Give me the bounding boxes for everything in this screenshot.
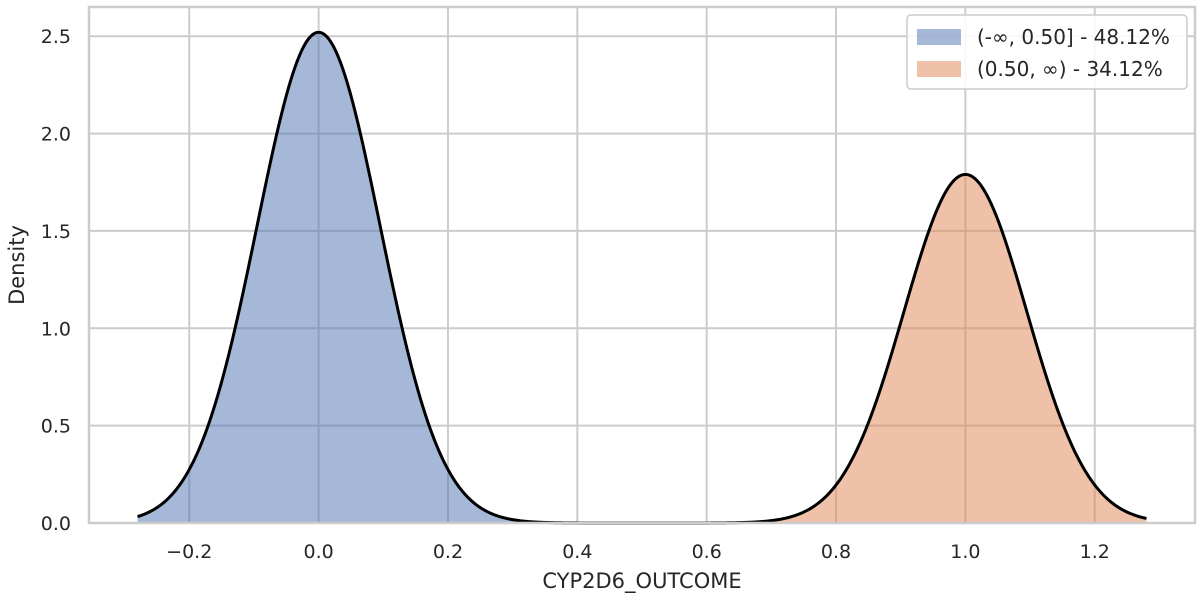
x-tick-label: 1.2 (1080, 541, 1110, 563)
x-tick-label: 0.2 (433, 541, 463, 563)
legend-swatch-high (917, 61, 961, 77)
y-tick-labels: 0.0 0.5 1.0 1.5 2.0 2.5 (41, 26, 71, 535)
y-tick-label: 1.0 (41, 318, 71, 340)
x-axis-label: CYP2D6_OUTCOME (542, 569, 741, 594)
legend-label-high: (0.50, ∞) - 34.12% (977, 57, 1163, 81)
x-tick-label: 0.8 (821, 541, 851, 563)
legend: (-∞, 0.50] - 48.12% (0.50, ∞) - 34.12% (906, 14, 1188, 90)
x-tick-label: 0.0 (303, 541, 333, 563)
y-tick-label: 0.0 (41, 513, 71, 535)
y-tick-label: 2.5 (41, 26, 71, 48)
y-axis-label: Density (5, 225, 29, 305)
x-tick-label: −0.2 (166, 541, 212, 563)
x-tick-label: 0.4 (562, 541, 592, 563)
x-tick-label: 1.0 (950, 541, 980, 563)
x-tick-labels: −0.2 0.0 0.2 0.4 0.6 0.8 1.0 1.2 (166, 541, 1110, 563)
y-tick-label: 2.0 (41, 124, 71, 146)
plot-frame (87, 5, 1197, 525)
y-tick-label: 1.5 (41, 221, 71, 243)
legend-label-low: (-∞, 0.50] - 48.12% (977, 25, 1170, 49)
density-fills (137, 32, 1147, 523)
x-tick-label: 0.6 (692, 541, 722, 563)
y-tick-label: 0.5 (41, 416, 71, 438)
legend-box (906, 14, 1188, 90)
legend-swatch-low (917, 29, 961, 45)
